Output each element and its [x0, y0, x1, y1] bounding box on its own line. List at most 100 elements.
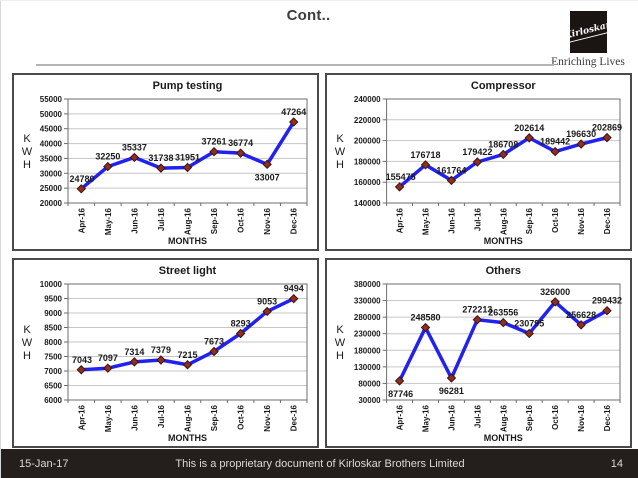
svg-text:Nov-16: Nov-16 — [577, 207, 586, 234]
svg-text:31738: 31738 — [148, 153, 173, 163]
svg-text:330000: 330000 — [354, 297, 381, 306]
svg-text:40000: 40000 — [40, 140, 63, 149]
svg-text:H: H — [23, 159, 31, 171]
svg-text:87746: 87746 — [388, 389, 413, 399]
svg-text:Apr-16: Apr-16 — [396, 404, 405, 430]
svg-text:K: K — [336, 324, 344, 336]
svg-text:140000: 140000 — [354, 199, 381, 208]
svg-text:326000: 326000 — [540, 287, 570, 297]
svg-text:161764: 161764 — [436, 165, 466, 175]
svg-text:Aug-16: Aug-16 — [499, 207, 508, 235]
svg-text:299432: 299432 — [592, 296, 622, 306]
svg-text:37261: 37261 — [202, 137, 227, 147]
svg-text:280000: 280000 — [354, 313, 381, 322]
svg-text:K: K — [336, 133, 344, 145]
svg-text:30000: 30000 — [40, 169, 63, 178]
svg-text:May-16: May-16 — [422, 404, 431, 432]
svg-text:Oct-16: Oct-16 — [551, 207, 560, 232]
svg-text:200000: 200000 — [354, 137, 381, 146]
svg-text:180000: 180000 — [354, 346, 381, 355]
svg-text:230795: 230795 — [514, 318, 544, 328]
compressor-chart: Compressor 140000 160000 180000 200000 220000… — [335, 80, 622, 246]
svg-text:W: W — [22, 337, 33, 349]
svg-text:MONTHS: MONTHS — [168, 236, 207, 246]
svg-text:W: W — [335, 146, 346, 158]
svg-text:24780: 24780 — [69, 174, 94, 184]
kirloskar-logo-script: Kirloskar — [563, 20, 613, 44]
svg-text:Sep-16: Sep-16 — [210, 404, 219, 431]
svg-text:Nov-16: Nov-16 — [263, 404, 272, 431]
kirloskar-logo-mark: Kirloskar — [563, 11, 613, 53]
kirloskar-logo: Kirloskar Enriching Lives — [546, 11, 630, 68]
svg-text:6000: 6000 — [44, 396, 62, 405]
svg-text:H: H — [336, 350, 344, 362]
svg-text:202869: 202869 — [592, 123, 622, 133]
svg-text:Dec-16: Dec-16 — [290, 404, 299, 431]
svg-text:80000: 80000 — [358, 379, 381, 388]
svg-text:7314: 7314 — [124, 347, 144, 357]
title-divider — [36, 64, 554, 66]
svg-text:7673: 7673 — [204, 336, 224, 346]
svg-text:196630: 196630 — [566, 129, 596, 139]
svg-text:May-16: May-16 — [104, 404, 113, 432]
svg-text:Oct-16: Oct-16 — [237, 404, 246, 429]
others-chart: Others 30000 80000 130000 180000 230000 280000… — [335, 265, 622, 443]
svg-text:240000: 240000 — [354, 95, 381, 104]
svg-text:Jun-16: Jun-16 — [447, 404, 456, 430]
svg-text:7379: 7379 — [151, 345, 171, 355]
svg-text:Pump testing: Pump testing — [153, 80, 223, 92]
svg-text:H: H — [23, 350, 31, 362]
svg-text:176718: 176718 — [410, 150, 440, 160]
footer-date: 15-Jan-17 — [19, 457, 69, 470]
svg-text:180000: 180000 — [354, 157, 381, 166]
svg-text:10000: 10000 — [40, 280, 63, 289]
svg-text:Others: Others — [486, 265, 521, 277]
svg-text:45000: 45000 — [40, 125, 63, 134]
svg-text:7097: 7097 — [98, 353, 118, 363]
svg-text:Jun-16: Jun-16 — [130, 404, 139, 430]
svg-text:Oct-16: Oct-16 — [551, 404, 560, 429]
page-title: Cont.. — [286, 7, 331, 24]
svg-text:9000: 9000 — [44, 309, 62, 318]
svg-text:30000: 30000 — [358, 396, 381, 405]
others-chart-box: Others 30000 80000 130000 180000 230000 280000… — [325, 258, 632, 448]
svg-text:Jun-16: Jun-16 — [130, 207, 139, 233]
svg-text:160000: 160000 — [354, 178, 381, 187]
svg-text:9500: 9500 — [44, 295, 62, 304]
logo-tagline: Enriching Lives — [551, 56, 625, 68]
svg-text:Jul-16: Jul-16 — [473, 207, 482, 231]
svg-text:256628: 256628 — [566, 310, 596, 320]
svg-text:220000: 220000 — [354, 116, 381, 125]
svg-text:Jul-16: Jul-16 — [157, 404, 166, 428]
svg-text:Apr-16: Apr-16 — [77, 207, 86, 233]
svg-text:155475: 155475 — [386, 172, 416, 182]
svg-text:7043: 7043 — [72, 355, 92, 365]
svg-text:9494: 9494 — [284, 284, 304, 294]
pump-testing-chart-box: Pump testing 20000 25000 30000 35000 40000 450… — [12, 73, 319, 251]
svg-text:31951: 31951 — [175, 152, 200, 162]
svg-text:96281: 96281 — [439, 386, 464, 396]
svg-text:7215: 7215 — [177, 350, 197, 360]
svg-text:MONTHS: MONTHS — [168, 433, 207, 443]
svg-text:Sep-16: Sep-16 — [210, 207, 219, 234]
svg-text:202614: 202614 — [514, 123, 544, 133]
street-light-chart-box: Street light 6000 6500 7000 7500 8000 8500 9000… — [12, 258, 319, 448]
svg-text:Dec-16: Dec-16 — [603, 404, 612, 431]
footer-page-number: 14 — [610, 457, 623, 470]
svg-text:Jul-16: Jul-16 — [157, 207, 166, 231]
svg-text:263556: 263556 — [488, 308, 518, 318]
svg-text:Jul-16: Jul-16 — [473, 404, 482, 428]
street-light-chart: Street light 6000 6500 7000 7500 8000 8500 9000… — [22, 265, 308, 443]
svg-text:230000: 230000 — [354, 330, 381, 339]
svg-text:35000: 35000 — [40, 154, 63, 163]
svg-text:35337: 35337 — [122, 142, 147, 152]
svg-text:7000: 7000 — [44, 367, 62, 376]
svg-text:K: K — [23, 324, 31, 336]
svg-text:Nov-16: Nov-16 — [263, 207, 272, 234]
svg-text:May-16: May-16 — [104, 207, 113, 235]
svg-text:55000: 55000 — [40, 95, 63, 104]
svg-text:20000: 20000 — [40, 199, 63, 208]
pump-testing-chart: Pump testing 20000 25000 30000 35000 40000 450… — [22, 80, 308, 246]
svg-text:MONTHS: MONTHS — [484, 236, 523, 246]
